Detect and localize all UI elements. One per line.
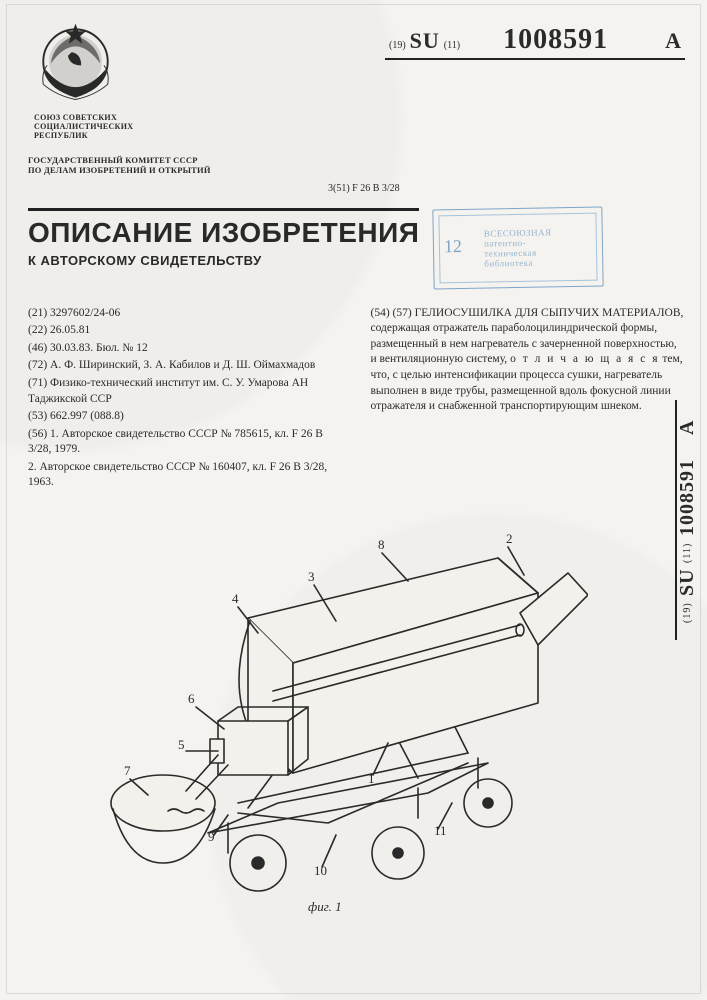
field-71: (71) Физико-технический институт им. С. … [28,376,343,407]
sub-title: К АВТОРСКОМУ СВИДЕТЕЛЬСТВУ [28,253,419,268]
side-doc-code: (19) SU (11) 1008591 A [676,420,699,623]
num-pre: (11) [444,40,460,51]
field-22: (22) 26.05.81 [28,323,343,339]
committee-label: ГОСУДАРСТВЕННЫЙ КОМИТЕТ СССР ПО ДЕЛАМ ИЗ… [28,155,685,175]
figure-1: 8 2 3 4 6 5 7 9 10 11 1 фиг. 1 [28,503,685,933]
field-46: (46) 30.03.83. Бюл. № 12 [28,341,343,357]
title-row: ОПИСАНИЕ ИЗОБРЕТЕНИЯ К АВТОРСКОМУ СВИДЕТ… [28,208,685,288]
figure-caption: фиг. 1 [308,899,342,915]
svg-text:4: 4 [232,591,239,606]
union-line-3: РЕСПУБЛИК [34,131,128,140]
left-column: (21) 3297602/24-06 (22) 26.05.81 (46) 30… [28,306,343,493]
library-stamp: 12 ВСЕСОЮЗНАЯ патентно- техническая библ… [433,206,604,289]
emblem-svg [28,18,123,108]
svg-text:7: 7 [124,763,131,778]
committee-line-2: ПО ДЕЛАМ ИЗОБРЕТЕНИЙ И ОТКРЫТИЙ [28,165,685,175]
field-56a: (56) 1. Авторское свидетельство СССР № 7… [28,427,343,458]
ussr-emblem: СОЮЗ СОВЕТСКИХ СОЦИАЛИСТИЧЕСКИХ РЕСПУБЛИ… [28,18,128,141]
title-block: ОПИСАНИЕ ИЗОБРЕТЕНИЯ К АВТОРСКОМУ СВИДЕТ… [28,208,419,268]
field-21: (21) 3297602/24-06 [28,306,343,322]
union-line-2: СОЦИАЛИСТИЧЕСКИХ [34,122,128,131]
main-title: ОПИСАНИЕ ИЗОБРЕТЕНИЯ [28,208,419,249]
biblio-columns: (21) 3297602/24-06 (22) 26.05.81 (46) 30… [28,306,685,493]
doc-suffix: A [665,28,681,54]
abstract: (54) (57) ГЕЛИОСУШИЛКА ДЛЯ СЫПУЧИХ МАТЕР… [371,306,686,415]
country-code: SU [410,28,440,53]
ipc-class: 3(51) F 26 B 3/28 [328,183,685,194]
publication-line: (19) SU (11) 1008591 A [385,24,685,60]
header-row: СОЮЗ СОВЕТСКИХ СОЦИАЛИСТИЧЕСКИХ РЕСПУБЛИ… [28,18,685,141]
field-56b: 2. Авторское свидетельство СССР № 160407… [28,460,343,491]
committee-line-1: ГОСУДАРСТВЕННЫЙ КОМИТЕТ СССР [28,155,685,165]
svg-text:2: 2 [506,531,513,546]
stamp-text: ВСЕСОЮЗНАЯ патентно- техническая библиот… [484,227,552,268]
svg-text:5: 5 [178,737,185,752]
svg-text:8: 8 [378,537,385,552]
field-53: (53) 662.997 (088.8) [28,409,343,425]
right-column: (54) (57) ГЕЛИОСУШИЛКА ДЛЯ СЫПУЧИХ МАТЕР… [371,306,686,493]
svg-text:9: 9 [208,829,215,844]
country-pre: (19) [389,40,406,51]
union-label: СОЮЗ СОВЕТСКИХ СОЦИАЛИСТИЧЕСКИХ РЕСПУБЛИ… [34,113,128,141]
svg-text:3: 3 [308,569,315,584]
svg-text:10: 10 [314,863,327,878]
stamp-number: 12 [444,236,462,257]
doc-number: 1008591 [503,24,608,56]
union-line-1: СОЮЗ СОВЕТСКИХ [34,113,128,122]
publication-block: (19) SU (11) 1008591 A [140,18,685,60]
field-72: (72) А. Ф. Ширинский, З. А. Кабилов и Д.… [28,358,343,374]
svg-text:6: 6 [188,691,195,706]
figure-svg: 8 2 3 4 6 5 7 9 10 11 1 [68,503,588,923]
